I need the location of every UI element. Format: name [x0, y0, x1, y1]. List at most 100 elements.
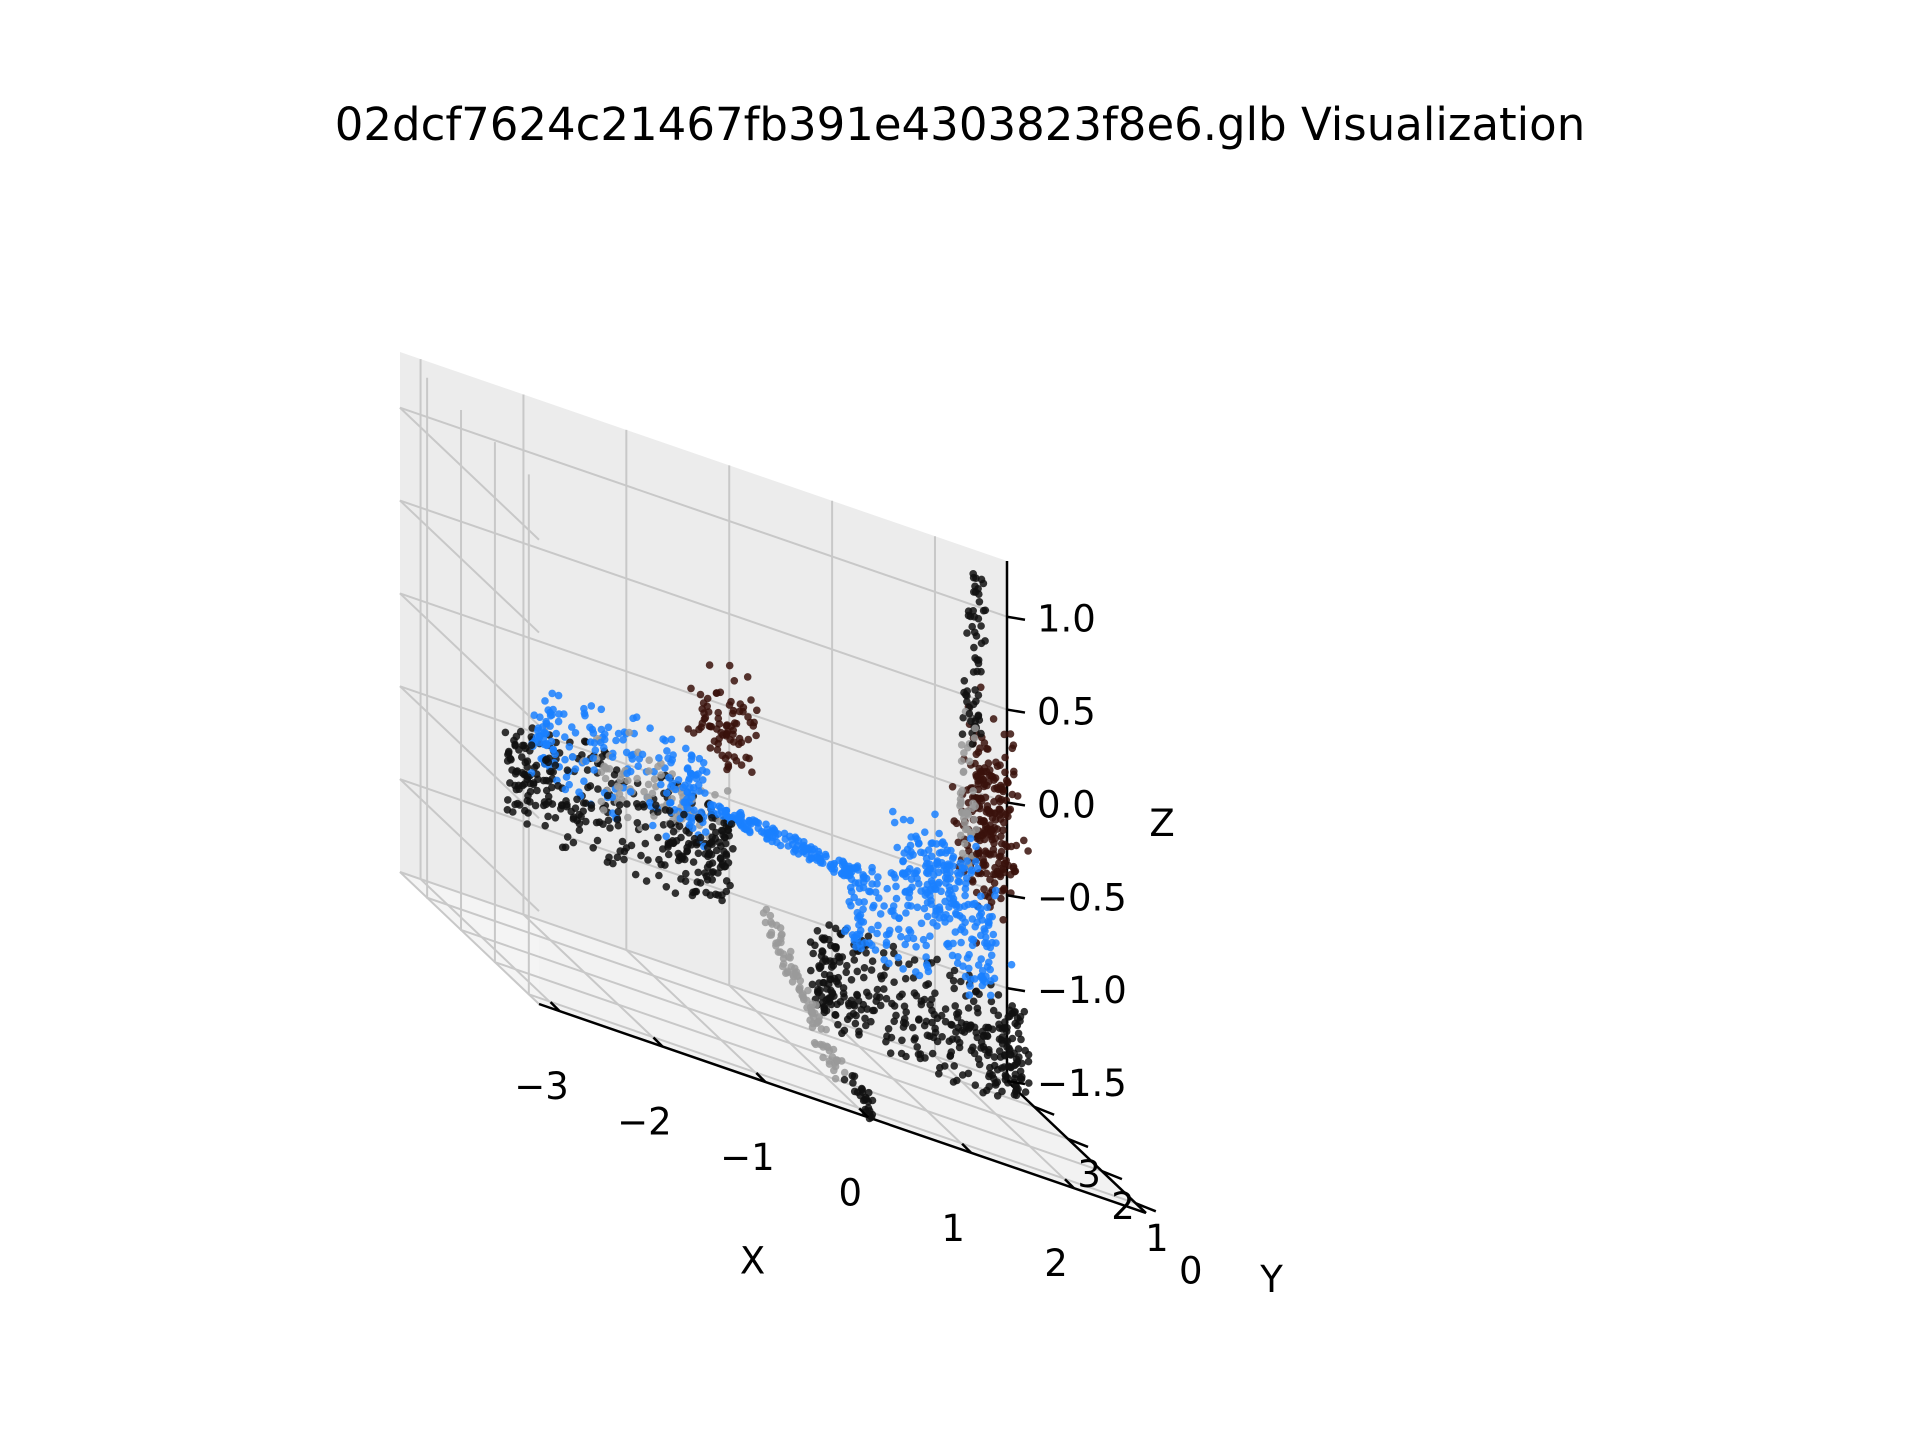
data-point	[575, 826, 584, 834]
data-point	[544, 812, 552, 821]
data-point	[922, 854, 931, 863]
data-point	[819, 859, 827, 867]
x-tick-mark	[549, 1001, 561, 1012]
data-point	[869, 1006, 877, 1015]
data-point	[568, 723, 576, 731]
data-point	[969, 997, 978, 1006]
data-point	[964, 811, 973, 819]
data-point	[727, 820, 736, 828]
data-point	[903, 934, 912, 943]
data-point	[1000, 1063, 1008, 1071]
data-point	[998, 1087, 1006, 1096]
data-point	[1000, 730, 1009, 739]
data-point	[593, 836, 602, 845]
data-point	[971, 717, 980, 725]
data-point	[518, 769, 526, 777]
data-point	[882, 994, 891, 1003]
data-point	[921, 828, 929, 836]
data-point	[950, 966, 959, 975]
data-point	[975, 912, 984, 920]
data-point	[915, 1016, 923, 1024]
data-point	[857, 944, 865, 953]
data-point	[936, 1063, 944, 1072]
data-point	[561, 733, 569, 741]
data-point	[682, 744, 690, 753]
data-point	[662, 832, 670, 841]
data-point	[627, 841, 636, 850]
data-point	[798, 991, 806, 1000]
data-point	[861, 1014, 869, 1023]
z-axis-label: Z	[1149, 802, 1174, 845]
data-point	[604, 723, 613, 732]
data-point	[989, 715, 998, 723]
data-point	[960, 1028, 969, 1036]
data-point	[969, 793, 977, 802]
data-point	[985, 1082, 993, 1091]
data-point	[747, 696, 755, 704]
data-point	[938, 1033, 946, 1041]
y-tick-mark	[1033, 1105, 1055, 1116]
data-point	[571, 804, 580, 812]
data-point	[989, 1006, 998, 1015]
data-point	[721, 833, 729, 842]
data-point	[977, 797, 986, 805]
data-point	[722, 806, 731, 815]
data-point	[737, 761, 746, 769]
data-point	[646, 724, 654, 732]
data-point	[959, 768, 968, 776]
data-point	[699, 759, 708, 767]
data-point	[506, 779, 514, 787]
data-point	[571, 765, 580, 773]
z-grid-line	[399, 871, 1008, 1082]
data-point	[973, 864, 982, 873]
data-point	[663, 747, 671, 755]
data-point	[766, 931, 774, 939]
data-point	[843, 1015, 852, 1024]
data-point	[981, 939, 989, 947]
data-point	[762, 820, 770, 829]
data-point	[960, 839, 969, 848]
data-point	[742, 753, 750, 762]
data-point	[957, 741, 966, 749]
data-point	[913, 1043, 921, 1051]
data-point	[984, 759, 993, 767]
data-point	[968, 915, 977, 923]
data-point	[974, 961, 983, 969]
data-point	[983, 781, 991, 790]
data-point	[840, 1075, 849, 1084]
data-point	[964, 1069, 973, 1078]
data-point	[882, 1037, 890, 1046]
data-point	[679, 853, 687, 861]
data-point	[957, 798, 965, 806]
data-point	[990, 879, 999, 887]
data-point	[1006, 805, 1015, 814]
data-point	[976, 744, 984, 752]
data-point	[536, 713, 544, 721]
data-point	[966, 612, 975, 621]
data-point	[687, 755, 696, 764]
data-point	[680, 810, 688, 819]
data-point	[1024, 847, 1032, 855]
data-point	[599, 806, 608, 814]
data-point	[950, 984, 958, 993]
data-point	[708, 876, 716, 884]
data-point	[729, 845, 737, 853]
data-point	[669, 827, 678, 836]
data-point	[619, 736, 627, 744]
data-point	[953, 1035, 961, 1043]
data-point	[664, 754, 672, 763]
data-point	[840, 1068, 849, 1077]
data-point	[970, 643, 978, 652]
data-point	[899, 965, 907, 973]
data-point	[851, 864, 860, 873]
data-point	[892, 882, 900, 891]
data-point	[548, 689, 556, 698]
data-point	[854, 997, 863, 1005]
data-point	[554, 691, 563, 700]
data-point	[901, 940, 909, 949]
data-point	[814, 1018, 822, 1026]
data-point	[968, 740, 977, 748]
scatter-points	[501, 570, 1033, 1123]
data-point	[953, 1013, 962, 1022]
data-point	[862, 949, 870, 957]
